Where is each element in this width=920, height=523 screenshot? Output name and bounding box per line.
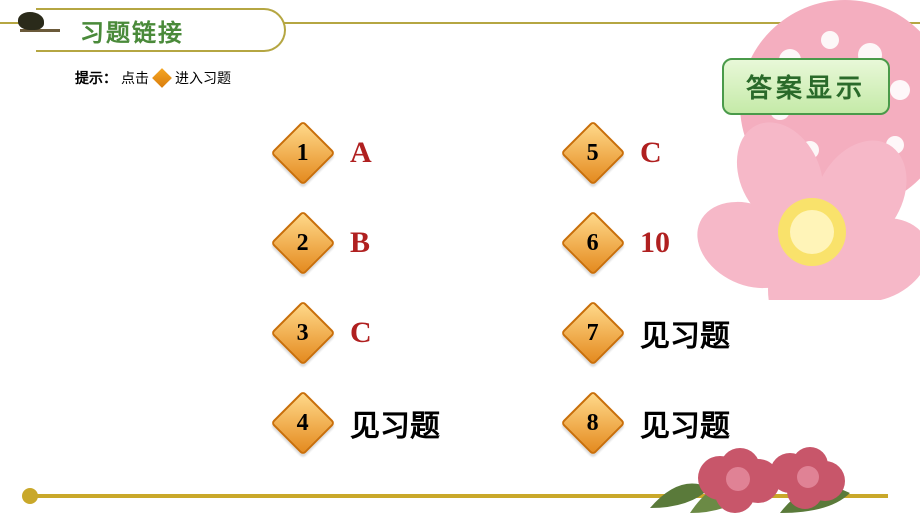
- number-diamond-icon: 5: [560, 120, 625, 185]
- number-diamond-icon: 3: [270, 300, 335, 365]
- bottom-border-line: [32, 494, 888, 498]
- exercise-item[interactable]: 8 见习题: [570, 400, 740, 446]
- exercise-number: 8: [587, 410, 599, 437]
- number-diamond-icon: 4: [270, 390, 335, 455]
- exercise-answer: 见习题: [350, 401, 440, 445]
- exercise-number: 1: [297, 140, 309, 167]
- exercise-answer: C: [640, 136, 662, 170]
- exercise-item[interactable]: 7 见习题: [570, 310, 740, 356]
- hint-text: 提示： 点击 进入习题: [75, 68, 231, 88]
- show-answers-label: 答案显示: [746, 73, 866, 103]
- exercise-item[interactable]: 6 10: [570, 220, 740, 266]
- number-diamond-icon: 1: [270, 120, 335, 185]
- hint-label: 提示：: [75, 68, 117, 88]
- hint-prefix: 点击: [121, 68, 149, 88]
- exercise-item[interactable]: 1 A: [280, 130, 450, 176]
- exercise-number: 4: [297, 410, 309, 437]
- exercise-item[interactable]: 2 B: [280, 220, 450, 266]
- hint-suffix: 进入习题: [175, 68, 231, 88]
- number-diamond-icon: 8: [560, 390, 625, 455]
- exercise-number: 7: [587, 320, 599, 347]
- show-answers-button[interactable]: 答案显示: [722, 58, 890, 115]
- exercise-answer: C: [350, 316, 372, 350]
- header-tab: 习题链接: [36, 8, 286, 52]
- number-diamond-icon: 6: [560, 210, 625, 275]
- tree-silhouette-icon: [20, 20, 60, 42]
- exercise-answer: B: [350, 226, 370, 260]
- exercise-item[interactable]: 4 见习题: [280, 400, 450, 446]
- diamond-icon: [152, 68, 172, 88]
- exercise-number: 6: [587, 230, 599, 257]
- exercise-answer: 10: [640, 226, 670, 260]
- exercise-grid: 1 A 5 C 2 B 6 10 3 C 7 见习题 4 见习题 8 见习题: [280, 130, 740, 446]
- exercise-item[interactable]: 5 C: [570, 130, 740, 176]
- page-title: 习题链接: [80, 13, 184, 48]
- number-diamond-icon: 2: [270, 210, 335, 275]
- exercise-answer: A: [350, 136, 372, 170]
- exercise-answer: 见习题: [640, 311, 730, 355]
- exercise-answer: 见习题: [640, 401, 730, 445]
- number-diamond-icon: 7: [560, 300, 625, 365]
- exercise-number: 5: [587, 140, 599, 167]
- exercise-number: 3: [297, 320, 309, 347]
- exercise-item[interactable]: 3 C: [280, 310, 450, 356]
- exercise-number: 2: [297, 230, 309, 257]
